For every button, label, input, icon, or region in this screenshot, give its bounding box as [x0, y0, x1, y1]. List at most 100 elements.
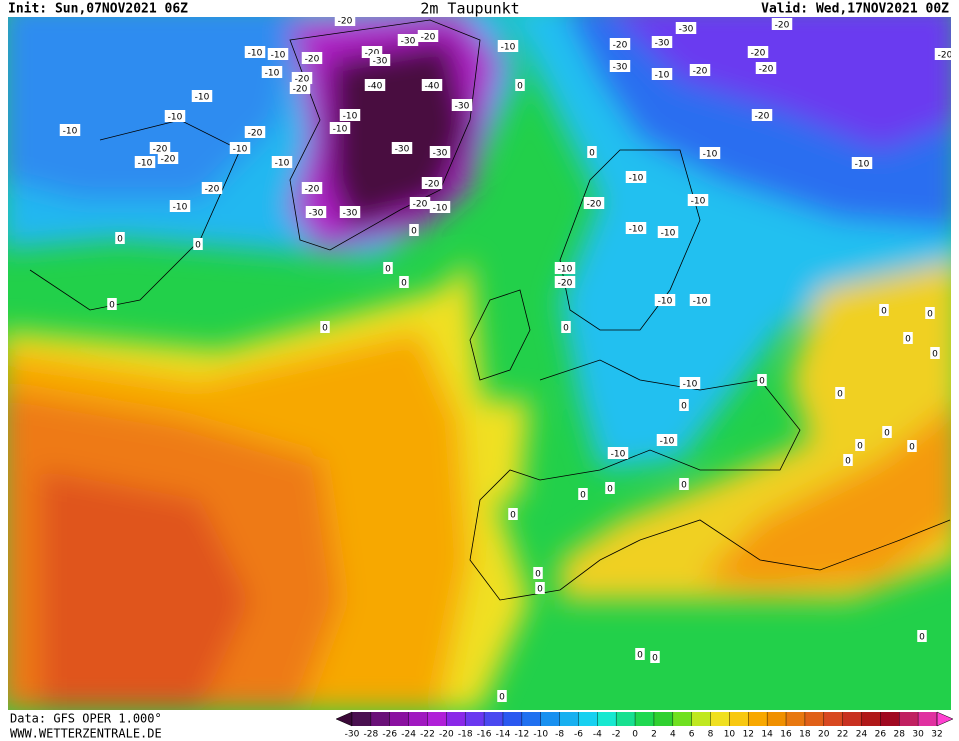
contour-label-box — [679, 478, 689, 490]
contour-label: -20 — [161, 155, 176, 165]
contour-label-box — [561, 321, 571, 333]
colorbar-label: 18 — [799, 730, 811, 740]
contour-label: -10 — [275, 159, 290, 169]
contour-label: -20 — [587, 200, 602, 210]
colorbar-swatch — [672, 712, 693, 726]
contour-label-box — [397, 34, 419, 46]
contour-label: -20 — [693, 67, 708, 77]
contour-label-box — [515, 79, 525, 91]
contour-label-box — [587, 146, 597, 158]
colorbar-swatch — [616, 712, 636, 726]
colorbar-label: -6 — [574, 730, 583, 740]
contour-label-box — [301, 52, 323, 64]
colorbar-swatch — [465, 712, 485, 726]
contour-label-box — [157, 152, 179, 164]
contour-label: -20 — [558, 279, 573, 289]
colorbar: -30 -28 -26 -24 -22 -20 -18 -16 -14 -12 -10 -8 -6 -4-… — [335, 711, 954, 740]
colorbar-swatch — [767, 712, 787, 726]
contour-label-box — [191, 90, 213, 102]
colorbar-label: 22 — [837, 730, 848, 740]
contour-label: -10 — [661, 229, 676, 239]
colorbar-swatch — [786, 712, 806, 726]
contour-label: -30 — [401, 37, 416, 47]
contour-label-box — [757, 374, 767, 386]
colorbar-label: 14 — [761, 730, 773, 740]
contour-label-box — [271, 156, 293, 168]
contour-label: -30 — [343, 209, 358, 219]
contour-label: -10 — [660, 437, 675, 447]
colorbar-label: -4 — [593, 730, 602, 740]
contour-label-box — [855, 439, 865, 451]
colorbar-swatch — [521, 712, 542, 726]
contour-label-box — [329, 122, 351, 134]
contour-label: -10 — [271, 51, 286, 61]
colorbar-swatch — [389, 712, 410, 726]
colorbar-arrow-high — [936, 711, 954, 727]
contour-label-box — [917, 630, 927, 642]
contour-label: 0 — [109, 301, 115, 311]
colorbar-label: 2 — [651, 730, 657, 740]
colorbar-label: 6 — [689, 730, 695, 740]
colorbar-label: -24 — [401, 730, 416, 740]
contour-label-box — [291, 72, 313, 84]
contour-label: -10 — [63, 127, 78, 137]
contour-label-box — [607, 447, 629, 459]
contour-label: -10 — [703, 150, 718, 160]
contour-label-box — [409, 197, 431, 209]
contour-label: -20 — [775, 21, 790, 31]
contour-label: -20 — [205, 185, 220, 195]
contour-label: -10 — [173, 203, 188, 213]
colorbar-label: 26 — [875, 730, 887, 740]
contour-label-box — [843, 454, 853, 466]
contour-label: -20 — [413, 200, 428, 210]
contour-label-box — [771, 18, 793, 30]
contour-label-box — [654, 294, 676, 306]
contour-label-box — [59, 124, 81, 136]
contour-label: -20 — [153, 145, 168, 155]
contour-label: 0 — [510, 511, 516, 521]
website: WWW.WETTERZENTRALE.DE — [10, 727, 162, 741]
contour-label-box — [409, 224, 419, 236]
colorbar-label: -14 — [496, 730, 511, 740]
contour-label-box — [609, 38, 631, 50]
colorbar-label: 20 — [818, 730, 830, 740]
contour-label: 0 — [589, 149, 595, 159]
contour-label-box — [651, 68, 673, 80]
contour-label-box — [934, 48, 951, 60]
contour-label-box — [289, 82, 311, 94]
contour-label: -20 — [365, 49, 380, 59]
contour-label: 0 — [580, 491, 586, 501]
contour-label-box — [383, 262, 393, 274]
contour-label-box — [554, 262, 576, 274]
data-source: Data: GFS OPER 1.000° — [10, 712, 162, 726]
colorbar-swatch — [748, 712, 768, 726]
contour-label: -10 — [611, 450, 626, 460]
colorbar-swatch — [861, 712, 881, 726]
contour-label-box — [578, 488, 588, 500]
contour-label-box — [879, 304, 889, 316]
contour-label-box — [903, 332, 913, 344]
contour-label: -30 — [613, 63, 628, 73]
colorbar-swatch — [578, 712, 598, 726]
contour-label-box — [609, 60, 631, 72]
colorbar-label: -8 — [555, 730, 564, 740]
contour-label-box — [134, 156, 156, 168]
contour-label: -30 — [655, 39, 670, 49]
contour-label-box — [533, 567, 543, 579]
contour-label: -20 — [421, 33, 436, 43]
contour-label: -20 — [425, 180, 440, 190]
contour-label: -10 — [248, 49, 263, 59]
colorbar-swatch — [635, 712, 655, 726]
contour-label: 0 — [905, 335, 911, 345]
contour-label-box — [169, 200, 191, 212]
contour-label-box — [364, 79, 386, 91]
contour-label-box — [689, 294, 711, 306]
contour-label-box — [429, 201, 451, 213]
contour-label-box — [497, 690, 507, 702]
colorbar-label: -22 — [420, 730, 435, 740]
contour-labels: -10 -10 -20-10-20-10-20-10-10-10 -20 -10-20-… — [59, 17, 951, 703]
contour-label-box — [925, 307, 935, 319]
map-title: 2m Taupunkt — [420, 0, 519, 18]
colorbar-label: 4 — [670, 730, 676, 740]
